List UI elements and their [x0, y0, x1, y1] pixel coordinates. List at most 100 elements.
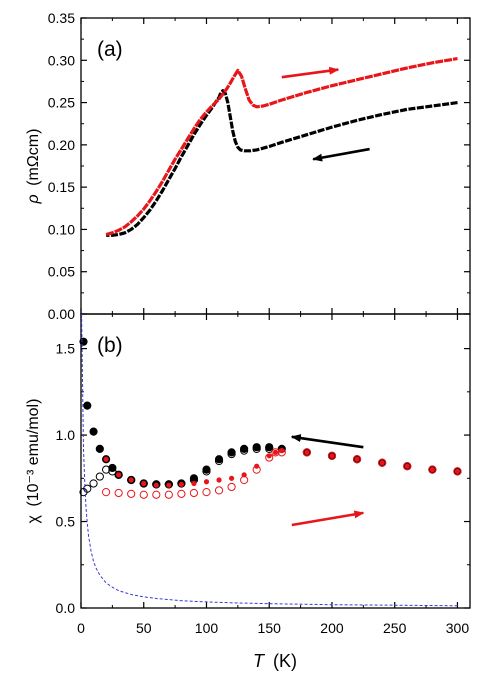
data-point — [227, 482, 236, 492]
panel-a-y-symbol: ρ — [25, 194, 42, 204]
svg-text:ρ (mΩcm): ρ (mΩcm) — [25, 129, 42, 205]
panel-a-resistivity: 0.00 0.05 0.10 0.15 0.20 0.25 0.30 0.35 (a) ρ (… — [25, 10, 471, 322]
y-tick-label: 0.0 — [56, 600, 76, 616]
x-tick-label: 100 — [195, 620, 219, 636]
data-point — [127, 475, 136, 485]
data-point — [379, 460, 385, 466]
x-axis-symbol: T — [253, 651, 266, 671]
data-point — [139, 479, 148, 488]
data-point — [240, 444, 249, 453]
data-point — [271, 448, 280, 457]
panel-b-plot-area — [79, 313, 462, 607]
panel-b-label: (b) — [97, 334, 123, 357]
x-tick-label: 250 — [383, 620, 407, 636]
panel-a-y-ticks: 0.00 0.05 0.10 0.15 0.20 0.25 0.30 0.35 — [48, 10, 470, 322]
y-tick-label: 0.00 — [48, 306, 75, 322]
data-point — [152, 480, 161, 489]
series-line — [105, 57, 458, 237]
panel-b-frame — [80, 313, 471, 609]
data-point — [354, 456, 360, 462]
data-point — [127, 489, 136, 498]
panel-b-y-symbol: χ — [25, 514, 42, 523]
x-axis-unit: (K) — [273, 651, 297, 671]
data-point — [214, 455, 224, 464]
data-point — [153, 482, 159, 488]
data-point — [214, 456, 224, 466]
data-point — [89, 427, 98, 436]
data-point — [228, 475, 235, 481]
data-point — [277, 448, 286, 457]
data-point — [101, 465, 111, 474]
x-tick-label: 300 — [446, 620, 470, 636]
data-point — [378, 458, 387, 467]
series-1 — [105, 57, 458, 237]
data-point — [164, 490, 173, 499]
data-point — [265, 444, 274, 453]
data-point — [227, 448, 236, 457]
data-point — [114, 470, 123, 479]
data-point — [178, 481, 184, 487]
direction-arrow — [291, 510, 365, 527]
data-point — [164, 480, 173, 489]
panel-a-x-ticks — [80, 18, 459, 314]
direction-arrow — [281, 66, 340, 79]
data-point — [302, 448, 311, 457]
y-tick-label: 0.05 — [48, 264, 75, 280]
data-point — [240, 446, 249, 455]
direction-arrow — [290, 434, 364, 449]
series-2 — [103, 448, 461, 488]
data-point — [116, 472, 122, 478]
data-point — [83, 401, 92, 410]
data-point — [265, 443, 274, 452]
data-point — [203, 479, 210, 485]
x-tick-label: 50 — [136, 620, 152, 636]
y-tick-label: 1.5 — [56, 341, 76, 357]
y-tick-label: 1.0 — [56, 427, 76, 443]
y-tick-label: 0.5 — [56, 514, 76, 530]
data-point — [272, 449, 279, 455]
data-point — [453, 467, 462, 476]
data-point — [83, 484, 92, 493]
panel-a-y-axis-label: ρ (mΩcm) — [25, 129, 42, 205]
data-point — [252, 443, 261, 452]
data-point — [141, 480, 147, 487]
data-point — [329, 453, 335, 459]
data-point — [216, 477, 222, 483]
data-point — [95, 444, 104, 453]
data-point — [265, 453, 274, 462]
data-point — [177, 489, 186, 498]
data-point — [89, 479, 98, 488]
data-point — [454, 468, 461, 474]
y-tick-label: 0.10 — [48, 221, 75, 237]
data-point — [177, 479, 186, 488]
data-point — [352, 455, 362, 464]
y-tick-label: 0.20 — [48, 137, 75, 153]
panel-b-y-ticks: 0.0 0.5 1.0 1.5 — [56, 341, 470, 616]
curie-fit-line — [81, 313, 458, 607]
y-tick-label: 0.25 — [48, 95, 75, 111]
x-tick-label: 150 — [258, 620, 282, 636]
data-point — [101, 488, 111, 497]
y-tick-label: 0.30 — [48, 52, 75, 68]
data-point — [214, 486, 224, 495]
data-point — [202, 488, 211, 497]
data-point — [403, 462, 412, 471]
data-point — [304, 449, 310, 455]
x-axis-label: T (K) — [253, 651, 297, 671]
data-point — [108, 467, 117, 476]
panel-b-y-unit: (10⁻³ emu/mol) — [25, 399, 42, 507]
data-point — [241, 472, 247, 478]
data-point — [152, 490, 161, 499]
panel-b-susceptibility: 0.0 0.5 1.0 1.5 0 50 100 150 200 250 300 (b) χ (1… — [25, 313, 471, 671]
data-point — [428, 465, 437, 474]
data-point — [404, 463, 410, 469]
data-point — [429, 467, 435, 473]
series-line — [106, 89, 458, 237]
panel-b-x-ticks: 0 50 100 150 200 250 300 — [77, 314, 469, 636]
data-point — [95, 472, 104, 481]
data-point — [327, 451, 337, 460]
y-tick-label: 0.35 — [48, 10, 75, 26]
data-point — [139, 490, 148, 499]
panel-b-y-axis-label: χ (10⁻³ emu/mol) — [25, 399, 42, 524]
data-point — [189, 488, 199, 498]
